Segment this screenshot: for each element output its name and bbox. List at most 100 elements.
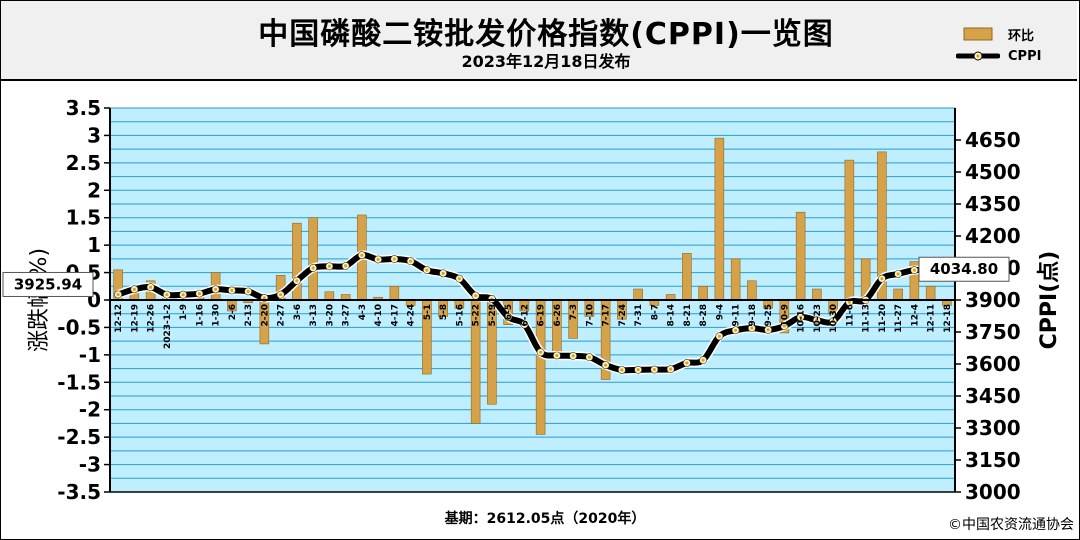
x-tick-label: 8-7 xyxy=(650,304,660,320)
x-tick-label: 7-24 xyxy=(618,304,628,327)
x-tick-label: 8-14 xyxy=(667,304,677,327)
chart-header: 中国磷酸二铵批发价格指数(CPPI)一览图 2023年12月18日发布 环比 C… xyxy=(1,1,1077,81)
x-tick-label: 11-27 xyxy=(894,304,904,333)
right-axis-ticks: 3000315033003450360037503900405042004350… xyxy=(955,128,1021,504)
legend-bar-swatch xyxy=(963,27,993,41)
cppi-point-core xyxy=(246,289,250,294)
callouts: 3925.94 4034.80 xyxy=(2,256,1010,297)
cppi-point-core xyxy=(327,264,331,268)
cppi-point-core xyxy=(409,259,413,263)
bar xyxy=(812,288,822,301)
line-series xyxy=(114,250,951,375)
x-tick-label: 12-4 xyxy=(910,304,920,327)
x-tick-label: 9-11 xyxy=(732,304,742,327)
x-tick-label: 2023-1-2 xyxy=(163,304,173,349)
cppi-line xyxy=(117,252,948,374)
x-tick-label: 12-11 xyxy=(927,304,937,333)
legend-item-bar: 环比 xyxy=(956,23,1041,45)
left-tick-label: -1.5 xyxy=(57,370,101,394)
cppi-point-core xyxy=(652,367,656,372)
right-tick-label: 4500 xyxy=(965,160,1021,184)
left-axis-title: 涨跌幅(%) xyxy=(27,248,52,352)
cppi-point-core xyxy=(116,292,120,297)
right-tick-label: 4650 xyxy=(965,128,1021,152)
cppi-point-core xyxy=(392,257,396,261)
cppi-point-core xyxy=(197,292,201,296)
x-tick-label: 10-9 xyxy=(780,304,790,327)
x-tick-label: 9-25 xyxy=(764,304,774,327)
right-tick-label: 3900 xyxy=(965,288,1021,312)
cppi-point-core xyxy=(669,367,673,371)
cppi-point-core xyxy=(912,268,916,272)
right-tick-label: 3300 xyxy=(965,416,1021,440)
cppi-point-core xyxy=(750,326,754,330)
x-tick-label: 2-6 xyxy=(228,304,238,320)
cppi-point-core xyxy=(782,324,786,328)
x-tick-label: 4-24 xyxy=(407,304,417,327)
x-tick-label: 3-13 xyxy=(309,304,319,327)
right-tick-label: 3150 xyxy=(965,448,1021,472)
cppi-point-core xyxy=(311,266,315,270)
cppi-point-core xyxy=(149,285,153,289)
cppi-point-core xyxy=(571,354,575,358)
x-tick-label: 8-21 xyxy=(683,304,693,327)
cppi-point-core xyxy=(262,296,266,300)
cppi-point-core xyxy=(587,355,591,359)
x-tick-label: 7-17 xyxy=(602,304,612,327)
value-callout-box xyxy=(2,271,94,297)
legend-bar-label: 环比 xyxy=(1008,28,1035,44)
x-tick-label: 12-18 xyxy=(943,304,953,333)
x-axis-ticks: 12-12 12-19 12-26 2023-1-2 1-9 1-16 1-30 2-6 2-1… xyxy=(114,304,953,349)
x-tick-label: 4-3 xyxy=(358,304,368,320)
bar xyxy=(698,285,708,301)
cppi-point-core xyxy=(636,368,640,372)
bar xyxy=(714,137,725,301)
x-tick-label: 6-12 xyxy=(520,304,530,327)
cppi-point-core xyxy=(799,315,803,319)
x-tick-label: 10-23 xyxy=(813,304,823,333)
x-tick-label: 1-16 xyxy=(195,304,205,327)
bar xyxy=(389,285,400,301)
cppi-point-core xyxy=(506,315,510,319)
cppi-point-core xyxy=(165,293,169,297)
x-tick-label: 6-26 xyxy=(553,304,563,327)
x-tick-label: 3-6 xyxy=(293,304,303,320)
x-tick-label: 10-30 xyxy=(829,304,839,333)
right-tick-label: 3600 xyxy=(965,352,1021,376)
x-tick-label: 10-16 xyxy=(797,304,807,333)
cppi-point-core xyxy=(295,279,299,283)
x-tick-label: 1-30 xyxy=(212,304,222,327)
x-tick-label: 5-1 xyxy=(423,304,433,320)
left-tick-label: -2 xyxy=(79,398,101,422)
value-callout-label: 3925.94 xyxy=(14,275,82,293)
right-tick-label: 4200 xyxy=(965,224,1021,248)
left-tick-label: -1 xyxy=(79,343,101,367)
right-tick-label: 3000 xyxy=(965,480,1021,504)
bar xyxy=(925,285,936,301)
cppi-point-core xyxy=(701,358,705,362)
x-tick-label: 11-13 xyxy=(862,304,872,333)
right-tick-label: 4350 xyxy=(965,192,1021,216)
cppi-point-core xyxy=(685,361,689,365)
cppi-point-core xyxy=(457,277,461,281)
left-tick-label: 3.5 xyxy=(66,96,101,120)
left-axis-ticks: -3.5-3-2.5-2-1.5-1-0.500.511.522.533.5 xyxy=(57,96,110,504)
base-period-note: 基期：2612.05点（2020年） xyxy=(444,511,646,527)
legend-item-line: CPPI xyxy=(956,45,1041,67)
x-tick-label: 7-10 xyxy=(585,304,595,327)
x-tick-label: 7-31 xyxy=(634,304,644,327)
cppi-point-core xyxy=(425,268,429,272)
cppi-point-core xyxy=(522,322,526,327)
right-axis-title: CPPI(点) xyxy=(1036,251,1062,350)
x-tick-label: 5-16 xyxy=(455,304,465,327)
legend-line-swatch xyxy=(956,51,1000,61)
chart-subtitle: 2023年12月18日发布 xyxy=(461,52,631,71)
x-tick-label: 12-19 xyxy=(130,304,140,333)
bar xyxy=(324,291,335,301)
copyright: ©中国农资流通协会 xyxy=(948,517,1074,533)
x-tick-label: 1-9 xyxy=(179,304,189,320)
bar xyxy=(633,288,643,301)
cppi-point-core xyxy=(717,334,721,338)
bar xyxy=(682,253,692,301)
cppi-point-core xyxy=(880,277,884,281)
